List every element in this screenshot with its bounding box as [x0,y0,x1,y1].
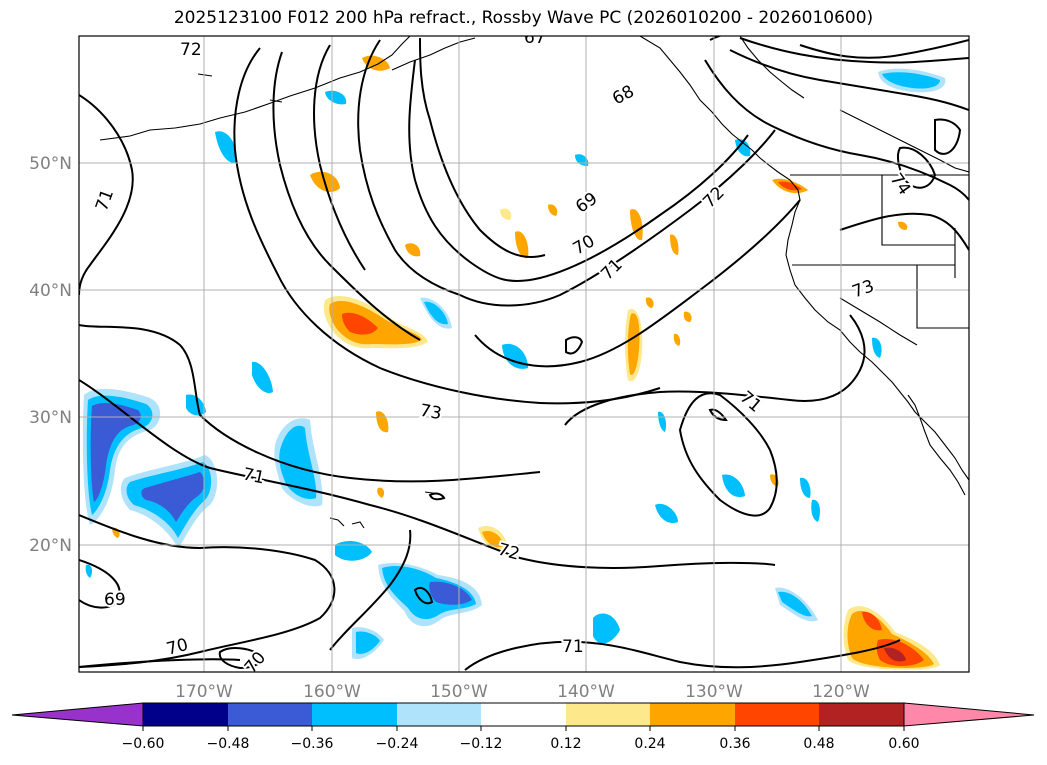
negative-anomaly [90,403,141,502]
positive-anomaly [500,208,512,220]
lon-label-140w: 140°W [557,682,615,702]
negative-anomaly [882,72,940,89]
colorbar-tick-label: 0.48 [803,736,834,752]
positive-anomaly [898,221,908,230]
colorbar-swatch [397,703,481,726]
contour-label: 69 [104,590,126,610]
negative-anomaly [215,131,237,163]
lon-label-150w: 150°W [430,682,488,702]
negative-anomaly [335,540,372,561]
lat-label-30n: 30°N [29,408,72,428]
positive-anomaly [548,204,558,216]
positive-anomaly [630,209,643,241]
colorbar-swatch [566,703,650,726]
contour-label: 73 [418,401,443,424]
negative-anomaly [735,139,751,157]
positive-anomaly [342,312,378,335]
colorbar-extend-low [11,702,144,727]
negative-anomaly [252,361,273,394]
map-frame [78,35,970,673]
lon-label-130w: 130°W [685,682,743,702]
negative-anomaly [325,90,347,105]
colorbar-tick-label: 0.12 [550,736,581,752]
colorbar-swatch [819,703,904,726]
negative-anomaly [424,301,448,325]
colorbar-tick-label: 0.36 [719,736,750,752]
lon-label-160w: 160°W [303,682,361,702]
negative-anomaly [186,394,206,416]
negative-anomaly [722,474,745,498]
negative-anomaly [811,499,820,522]
colorbar-swatch [735,703,819,726]
lat-label-20n: 20°N [29,536,72,556]
negative-anomaly [778,591,812,617]
contour-label: 72 [180,40,202,60]
positive-anomaly [645,297,654,308]
colorbar-swatch [650,703,735,726]
negative-anomaly [593,613,620,644]
lat-label-40n: 40°N [29,281,72,301]
colorbar-tick-label: 0.60 [888,736,919,752]
colorbar-tick-label: −0.48 [207,736,250,752]
positive-anomaly [405,243,421,257]
colorbar-tick-label: −0.12 [460,736,503,752]
colorbar-tick-label: −0.24 [376,736,419,752]
negative-anomaly [356,631,380,654]
negative-anomaly [85,564,93,578]
contour-label: 67 [524,28,546,48]
positive-anomaly [673,333,681,346]
lon-label-120w: 120°W [812,682,870,702]
colorbar-swatch [228,703,312,726]
negative-anomaly [800,477,811,498]
positive-anomaly [670,234,679,255]
colorbar: −0.60 −0.48 −0.36 −0.24 −0.12 0.12 0.24 … [11,702,1035,752]
negative-anomaly [141,472,205,522]
grid-lines [79,36,969,672]
positive-anomaly [377,487,385,498]
negative-anomaly [429,581,472,605]
positive-anomaly [862,611,882,631]
negative-anomaly [872,337,882,358]
lat-label-50n: 50°N [29,154,72,174]
colorbar-extend-high [903,702,1035,727]
positive-anomaly [515,231,529,259]
positive-anomaly [482,530,504,548]
coastlines [99,36,969,529]
colorbar-swatch [481,703,566,726]
negative-anomaly [279,425,317,500]
colorbar-tick-label: −0.60 [122,736,165,752]
colorbar-swatch [312,703,397,726]
longitude-labels: 170°W 160°W 150°W 140°W 130°W 120°W [175,682,870,702]
negative-anomaly [655,503,678,524]
positive-anomaly [683,311,692,322]
colorbar-swatch [143,703,228,726]
positive-anomaly [627,313,640,375]
contour-label: 71 [562,637,584,657]
map-title: 2025123100 F012 200 hPa refract., Rossby… [173,8,874,28]
colorbar-tick-label: 0.24 [634,736,665,752]
latitude-labels: 50°N 40°N 30°N 20°N [29,154,72,556]
colorbar-tick-label: −0.36 [291,736,334,752]
positive-anomaly [329,301,422,345]
positive-anomaly [884,647,906,662]
lon-label-170w: 170°W [175,682,233,702]
